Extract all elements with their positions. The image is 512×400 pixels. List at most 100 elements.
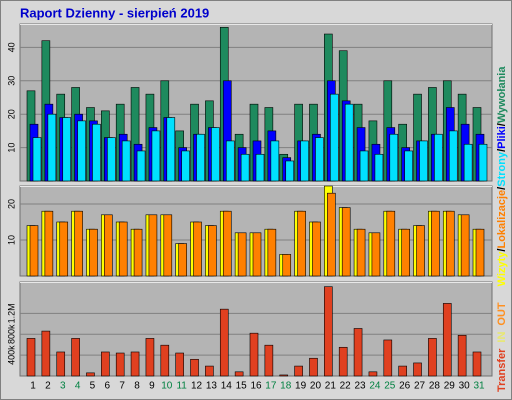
- bar: [267, 228, 277, 277]
- bar: [413, 362, 422, 377]
- bar: [62, 117, 72, 182]
- bar: [344, 103, 354, 182]
- bar: [32, 137, 42, 182]
- bar: [234, 371, 244, 377]
- y-tick-label: 1.2M: [6, 303, 16, 323]
- bar: [115, 352, 125, 377]
- x-tick-label: 5: [90, 381, 96, 392]
- bar: [205, 365, 214, 377]
- x-tick-label: 20: [310, 381, 322, 392]
- y-tick-label: 10: [6, 143, 16, 153]
- x-tick-label: 30: [459, 381, 471, 392]
- bar: [136, 150, 146, 182]
- bar: [56, 351, 66, 377]
- x-tick-label: 10: [161, 381, 173, 392]
- x-tick-label: 24: [369, 381, 381, 392]
- bar: [478, 143, 488, 182]
- bar: [121, 140, 131, 182]
- legend-entry: Wywołania: [496, 66, 508, 124]
- bar: [145, 338, 155, 377]
- legend-separator: /: [496, 249, 508, 252]
- x-tick-label: 15: [236, 381, 248, 392]
- legend-separator: /: [496, 187, 508, 190]
- x-tick-label: 21: [325, 381, 337, 392]
- bar: [92, 123, 101, 182]
- bar: [383, 339, 393, 377]
- bar: [74, 210, 83, 277]
- bar: [431, 210, 440, 277]
- x-tick-label: 4: [75, 381, 81, 392]
- bar: [356, 228, 366, 277]
- bar: [353, 328, 363, 377]
- bar: [300, 140, 309, 182]
- bar: [442, 303, 452, 377]
- bar: [404, 150, 413, 182]
- bar: [341, 207, 351, 277]
- legend-separator: /: [496, 149, 508, 152]
- legend-entry: IN: [496, 332, 508, 343]
- bar: [219, 308, 229, 377]
- x-tick-label: 7: [119, 381, 125, 392]
- bar: [86, 372, 95, 377]
- legend-entry: OUT: [496, 302, 508, 326]
- bar: [47, 113, 57, 182]
- bar: [359, 150, 369, 182]
- bar: [472, 351, 482, 377]
- bar: [371, 232, 381, 277]
- bar: [460, 214, 470, 277]
- bar: [29, 225, 39, 277]
- chart-title: Raport Dzienny - sierpień 2019: [20, 5, 209, 20]
- bar: [118, 221, 128, 277]
- bar: [294, 365, 303, 377]
- bar: [309, 357, 318, 377]
- bar: [208, 225, 217, 277]
- bar: [255, 153, 265, 182]
- bar: [166, 117, 176, 182]
- bar: [327, 192, 336, 277]
- legend: TransferINOUTWizyty/Lokalizacje/Strony/P…: [496, 66, 508, 392]
- x-tick-label: 12: [191, 381, 203, 392]
- bar: [428, 338, 437, 377]
- bar: [151, 130, 161, 182]
- x-tick-label: 1: [30, 381, 36, 392]
- bar: [59, 221, 69, 277]
- legend-entry: Transfer: [496, 348, 508, 392]
- bar: [338, 346, 348, 377]
- bar: [249, 332, 259, 377]
- bar: [101, 351, 110, 377]
- y-tick-label: 40: [6, 42, 16, 52]
- bar: [240, 153, 250, 182]
- bar: [130, 351, 140, 377]
- bar: [163, 214, 173, 277]
- legend-entry: Strony: [496, 151, 508, 187]
- bar: [104, 214, 113, 277]
- x-tick-label: 31: [473, 381, 485, 392]
- bar: [270, 140, 280, 182]
- bar: [190, 358, 199, 377]
- bar: [148, 214, 158, 277]
- bar: [252, 232, 262, 277]
- x-tick-label: 2: [45, 381, 51, 392]
- x-tick-label: 26: [399, 381, 411, 392]
- y-tick-label: 20: [6, 199, 16, 209]
- legend-entry: Lokalizacje: [496, 190, 508, 249]
- x-tick-label: 23: [355, 381, 367, 392]
- bar: [445, 210, 455, 277]
- x-tick-label: 22: [340, 381, 352, 392]
- x-tick-label: 9: [149, 381, 155, 392]
- legend-entry: Pliki: [496, 126, 508, 149]
- bar: [386, 210, 396, 277]
- y-tick-label: 10: [6, 235, 16, 245]
- bar: [457, 334, 467, 377]
- bar: [222, 210, 232, 277]
- bar: [315, 137, 324, 182]
- x-tick-label: 29: [444, 381, 456, 392]
- x-tick-label: 16: [250, 381, 262, 392]
- y-tick-label: 800k: [6, 324, 16, 344]
- x-tick-label: 14: [221, 381, 233, 392]
- bar: [368, 371, 378, 377]
- x-tick-label: 6: [105, 381, 111, 392]
- bar: [26, 338, 36, 377]
- bar: [416, 225, 425, 277]
